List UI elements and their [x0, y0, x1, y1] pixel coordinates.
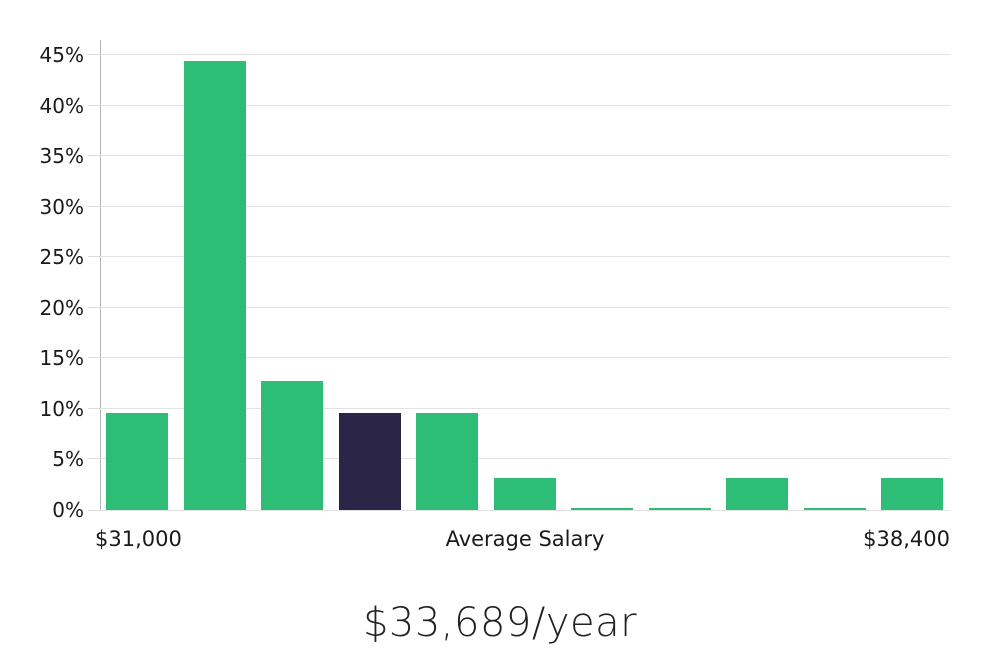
x-axis-label: $31,000 — [95, 527, 182, 551]
y-axis-tick — [88, 458, 100, 460]
bar-highlighted[interactable] — [338, 412, 401, 510]
y-axis-label: 15% — [39, 346, 84, 371]
gridline — [100, 407, 950, 409]
y-axis-label: 25% — [39, 245, 84, 270]
x-axis-labels: $31,000 Average Salary $38,400 — [95, 527, 950, 557]
gridline — [100, 510, 950, 511]
gridline — [100, 104, 950, 106]
y-axis-label: 40% — [39, 93, 84, 118]
bar[interactable] — [803, 507, 866, 510]
y-axis-tick — [88, 510, 100, 511]
x-axis-label: Average Salary — [445, 527, 605, 551]
gridline — [100, 458, 950, 460]
average-salary-value: $33,689/year — [362, 600, 638, 646]
bar[interactable] — [648, 507, 711, 510]
y-axis-tick — [88, 306, 100, 308]
y-axis-tick — [88, 54, 100, 56]
y-axis-tick — [88, 155, 100, 157]
gridline — [100, 54, 950, 56]
y-axis-label: 20% — [39, 295, 84, 320]
gridline — [100, 205, 950, 207]
y-axis-label: 5% — [52, 447, 84, 472]
y-axis-tick — [88, 407, 100, 409]
bar[interactable] — [261, 380, 323, 510]
y-axis-tick — [88, 205, 100, 207]
y-axis-line — [100, 40, 101, 511]
gridline — [100, 306, 950, 308]
bar[interactable] — [493, 477, 556, 510]
bar[interactable] — [106, 412, 168, 510]
plot-area — [88, 40, 950, 511]
y-axis-labels: 0% 5% 10% 15% 20% 25% 30% 35% 40% 45% — [0, 0, 84, 660]
bar[interactable] — [881, 477, 943, 510]
bar[interactable] — [416, 412, 478, 510]
y-axis-tick — [88, 256, 100, 258]
y-axis-label: 35% — [39, 144, 84, 169]
y-axis-tick — [88, 357, 100, 359]
bar[interactable] — [183, 61, 246, 510]
bar[interactable] — [571, 507, 633, 510]
y-axis-label: 10% — [39, 396, 84, 421]
y-axis-label: 0% — [52, 498, 84, 522]
gridline — [100, 256, 950, 258]
y-axis-tick — [88, 104, 100, 106]
gridline — [100, 357, 950, 359]
gridline — [100, 155, 950, 157]
y-axis-label: 45% — [39, 43, 84, 68]
x-axis-label: $38,400 — [863, 527, 950, 551]
bar[interactable] — [726, 477, 788, 510]
y-axis-label: 30% — [39, 194, 84, 219]
